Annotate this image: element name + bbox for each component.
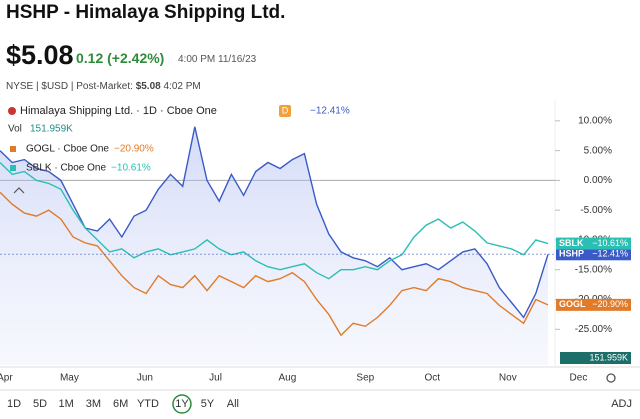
range-button[interactable]: All	[227, 398, 239, 410]
range-button[interactable]: 6M	[113, 398, 128, 410]
y-tick-label: 0.00%	[584, 175, 612, 186]
volume-label: Vol	[8, 124, 22, 135]
market-info: NYSE | $USD | Post-Market: $5.08 4:02 PM	[6, 81, 201, 92]
range-button[interactable]: 1M	[58, 398, 73, 410]
legend-entry-value: −20.90%	[114, 144, 154, 155]
x-tick-label: May	[60, 373, 79, 384]
adj-button[interactable]: ADJ	[611, 398, 632, 410]
range-active	[172, 394, 192, 414]
post-price: $5.08	[135, 81, 161, 92]
x-tick-label: Aug	[278, 373, 296, 384]
legend-entry-value: −10.61%	[111, 163, 151, 174]
y-tick-label: 10.00%	[578, 115, 612, 126]
legend-value: −12.41%	[310, 106, 350, 117]
range-button[interactable]: YTD	[137, 398, 159, 410]
range-button[interactable]: 5Y	[201, 398, 215, 410]
post-time: 4:02 PM	[163, 81, 201, 92]
legend-bg	[6, 104, 216, 116]
quote-time: 4:00 PM 11/16/23	[178, 54, 257, 65]
price-tag	[556, 237, 631, 250]
legend-swatch	[10, 146, 16, 152]
price: $5.08	[6, 40, 74, 70]
price-tag-value: −12.41%	[592, 249, 628, 259]
series-line	[0, 126, 549, 319]
price-tag	[556, 298, 631, 311]
legend-badge	[279, 105, 291, 117]
price-tag-name: HSHP	[559, 249, 584, 259]
price-tag	[556, 248, 631, 261]
volume-tag	[560, 352, 631, 364]
legend-title: Himalaya Shipping Ltd. · 1D · Cboe One	[20, 105, 217, 117]
legend-entry: GOGL · Cboe One	[26, 144, 109, 155]
x-tick-label: Sep	[356, 373, 374, 384]
legend-entry: SBLK · Cboe One	[26, 163, 106, 174]
settings-icon[interactable]	[606, 373, 616, 383]
x-tick-label: Apr	[0, 373, 13, 384]
volume-value: 151.959K	[30, 124, 73, 135]
x-tick-label: Nov	[499, 373, 517, 384]
legend-icon	[8, 107, 16, 115]
x-tick-label: Dec	[570, 373, 588, 384]
y-tick-label: -25.00%	[575, 324, 612, 335]
y-tick-label: 5.00%	[584, 145, 612, 156]
change: 0.12 (+2.42%)	[76, 50, 165, 66]
legend-swatch	[10, 165, 16, 171]
x-tick-label: Oct	[425, 373, 441, 384]
series-line	[0, 191, 549, 337]
price-tag-value: −20.90%	[592, 299, 628, 309]
legend-badge-text: D	[282, 105, 289, 115]
range-button[interactable]: 1D	[7, 398, 21, 410]
collapse-icon	[13, 187, 25, 194]
x-tick-label: Jun	[137, 373, 153, 384]
y-tick-label: -5.00%	[580, 205, 612, 216]
series-line	[0, 161, 549, 280]
price-tag-value: −10.61%	[592, 238, 628, 248]
volume-tag-value: 151.959K	[589, 352, 628, 362]
range-button[interactable]: 1Y	[175, 398, 189, 410]
y-tick-label: -15.00%	[575, 264, 612, 275]
series-area	[0, 126, 548, 365]
x-tick-label: Jul	[209, 373, 222, 384]
price-tag-name: SBLK	[559, 238, 584, 248]
title: HSHP - Himalaya Shipping Ltd.	[6, 2, 286, 23]
price-tag-name: GOGL	[559, 299, 586, 309]
info: NYSE | $USD | Post-Market:	[6, 81, 136, 92]
range-button[interactable]: 3M	[86, 398, 101, 410]
range-button[interactable]: 5D	[33, 398, 47, 410]
